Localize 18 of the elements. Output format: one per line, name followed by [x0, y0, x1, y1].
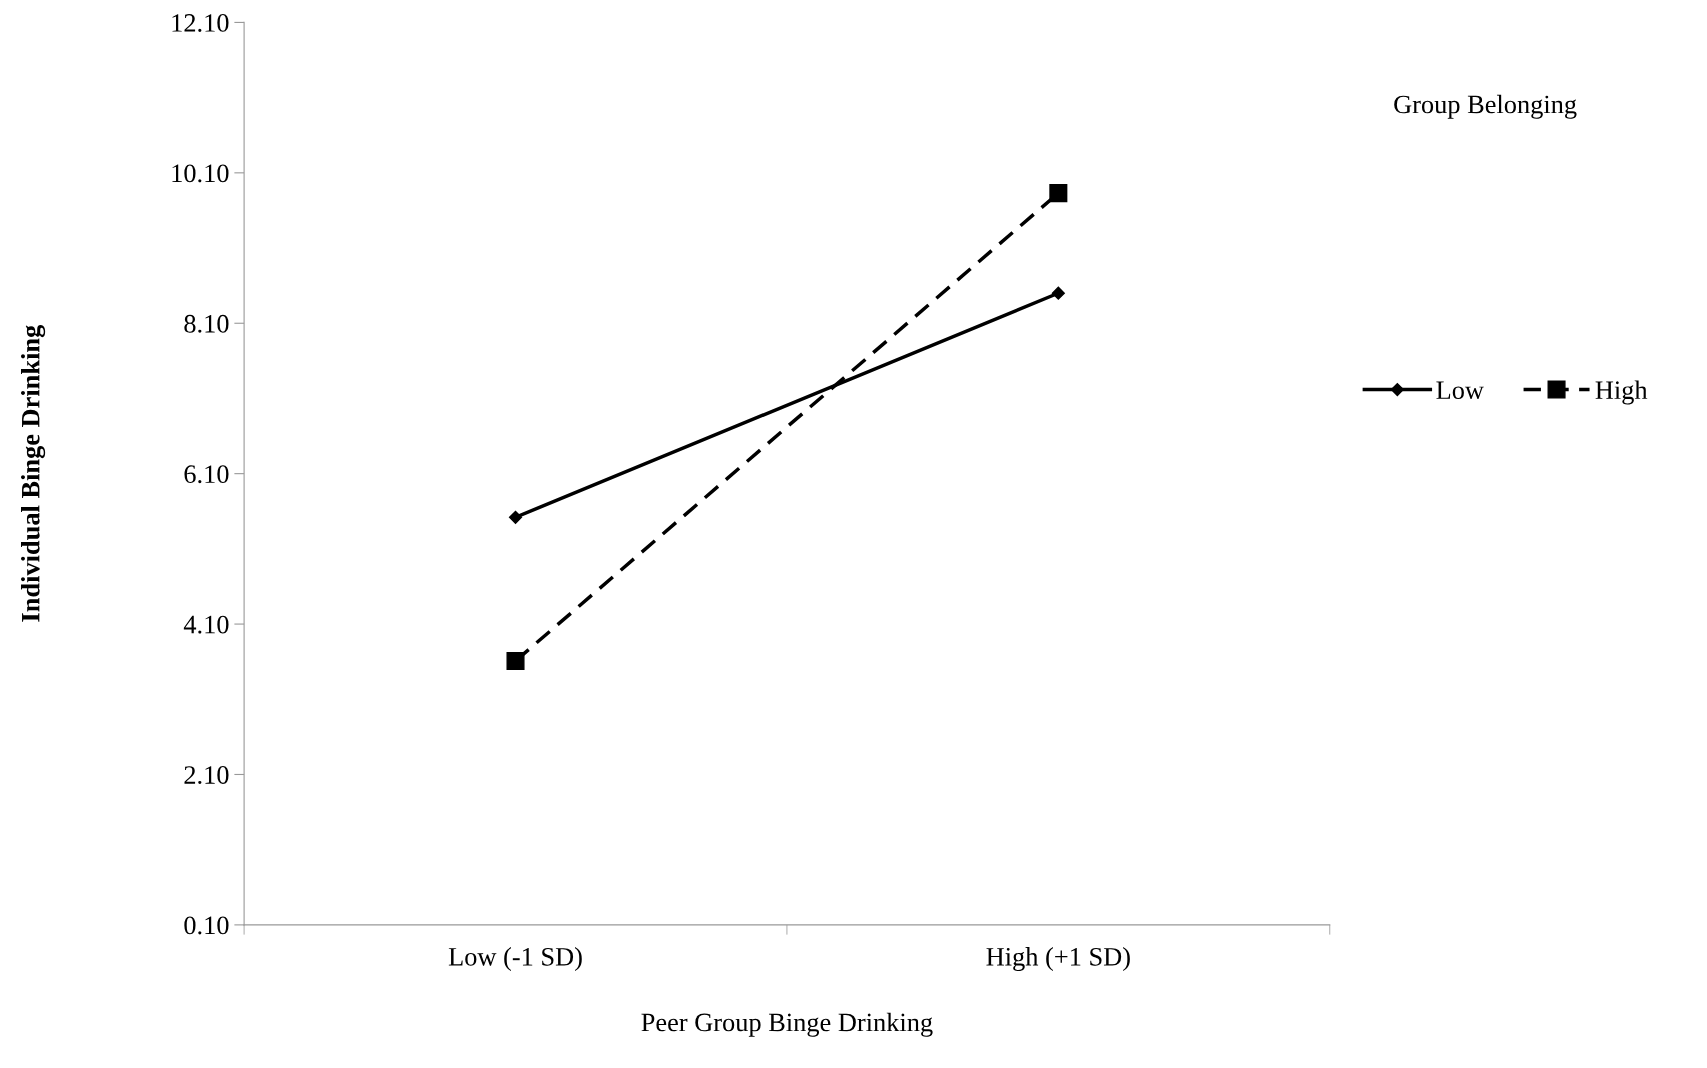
y-tick-label: 0.10	[184, 916, 229, 935]
y-tick-label: 2.10	[184, 766, 229, 785]
x-axis-title: Peer Group Binge Drinking	[641, 1012, 933, 1037]
point	[506, 651, 525, 670]
x-tick-label: Low (-1 SD)	[448, 947, 582, 972]
legend-label: High	[1595, 380, 1648, 405]
y-tick-label: 8.10	[184, 314, 229, 333]
y-tick-label: 10.10	[172, 164, 229, 183]
legend-label: Low	[1436, 381, 1484, 400]
point	[1049, 184, 1068, 203]
x-tick-label: High (+1 SD)	[986, 947, 1130, 972]
point	[508, 510, 523, 524]
legend-title: Group Belonging	[1394, 94, 1577, 119]
y-tick-label: 4.10	[183, 615, 229, 634]
y-tick-label: 12.10	[172, 14, 229, 32]
y-axis-title: Individual Binge Drinking	[21, 325, 46, 622]
point	[1051, 286, 1065, 300]
y-tick-label: 6.10	[184, 465, 229, 484]
